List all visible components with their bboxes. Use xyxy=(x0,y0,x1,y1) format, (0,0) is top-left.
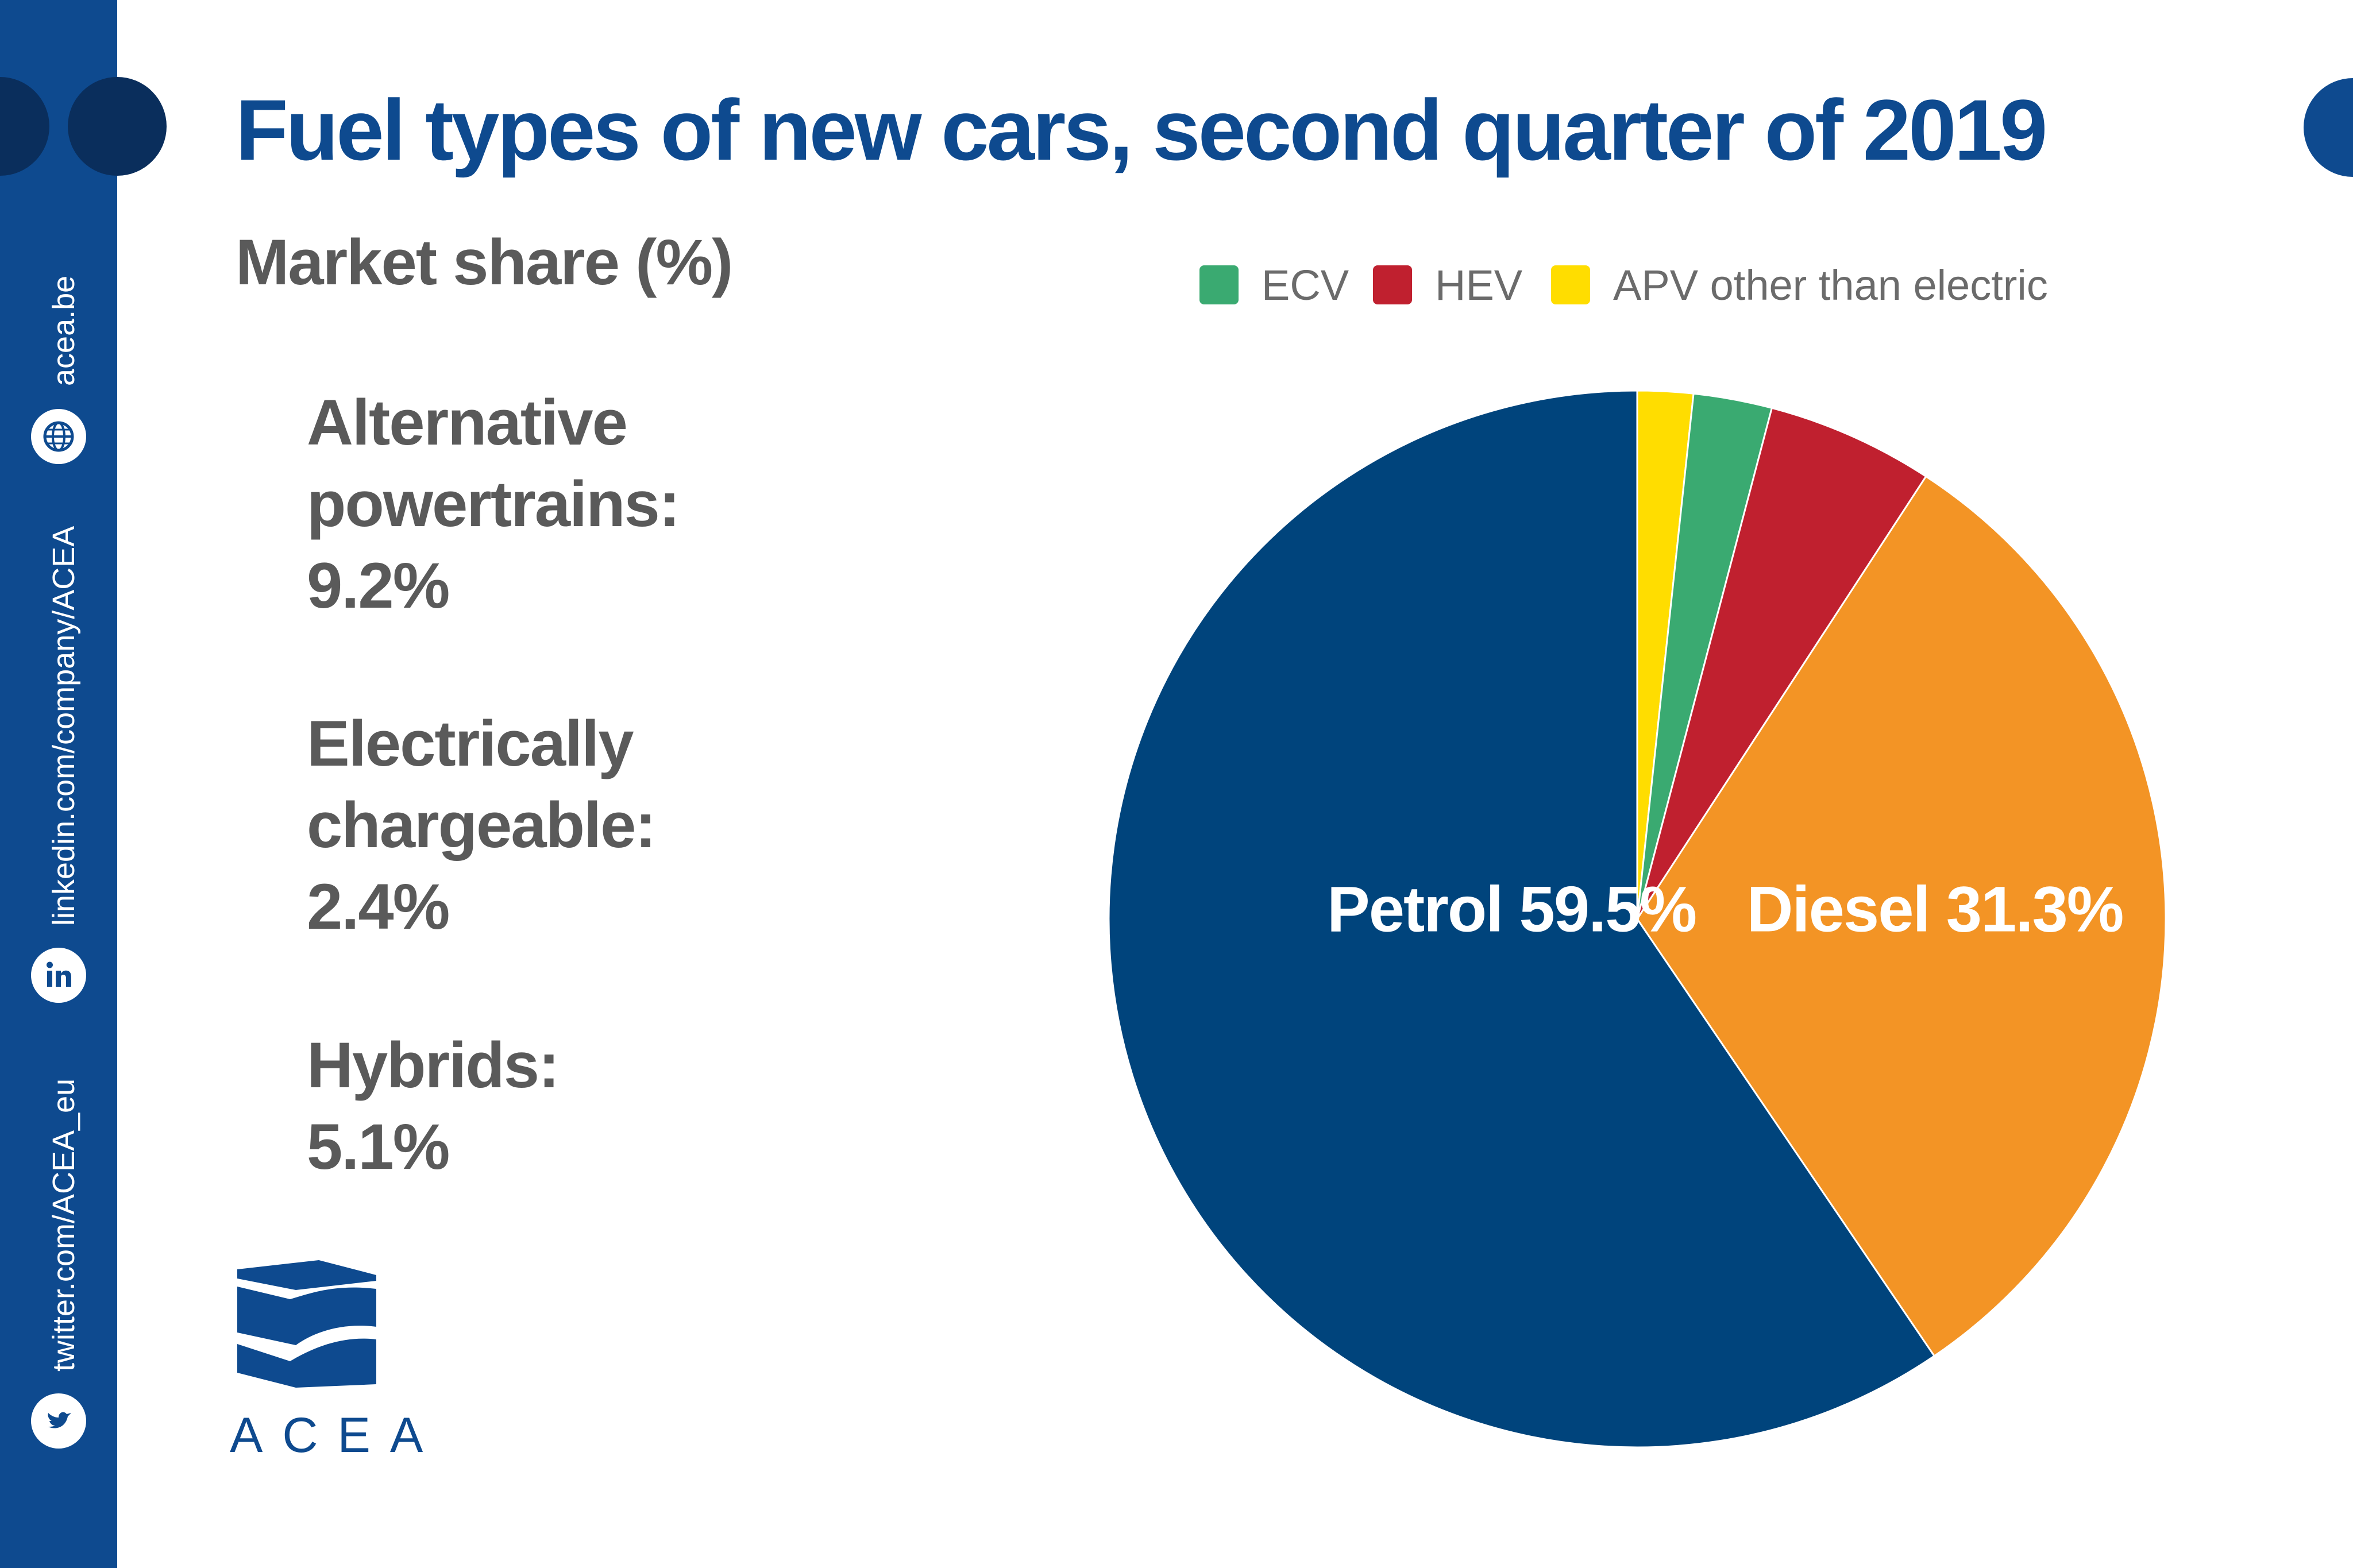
pie-slice-hev xyxy=(1636,407,1927,920)
pie-label-diesel: Diesel 31.3% xyxy=(1747,874,2123,945)
legend-label: ECV xyxy=(1262,261,1349,309)
chart-subtitle: Market share (%) xyxy=(236,226,733,298)
stat-line: 5.1% xyxy=(307,1111,450,1183)
stat-electrically-chargeable: Electrically chargeable: 2.4% xyxy=(307,703,657,948)
decor-circle xyxy=(68,77,167,176)
legend-item-hev: HEV xyxy=(1373,261,1523,309)
page-title: Fuel types of new cars, second quarter o… xyxy=(236,82,2047,178)
acea-logo-icon xyxy=(237,1260,376,1388)
globe-icon[interactable] xyxy=(31,409,86,464)
stat-line: Alternative xyxy=(307,387,628,458)
decor-circle xyxy=(2304,78,2353,177)
acea-brand: ACEA xyxy=(230,1408,443,1463)
pie-slice-petrol xyxy=(1108,389,1936,1449)
pie-slice-diesel xyxy=(1636,475,2167,1357)
stat-line: powertrains: xyxy=(307,468,680,540)
stat-line: Electrically xyxy=(307,708,634,779)
stat-alternative-powertrains: Alternative powertrains: 9.2% xyxy=(307,382,680,627)
legend-swatch xyxy=(1199,265,1239,304)
legend-swatch xyxy=(1373,265,1412,304)
stat-hybrids: Hybrids: 5.1% xyxy=(307,1025,560,1188)
stat-line: 2.4% xyxy=(307,871,450,943)
stat-line: 9.2% xyxy=(307,550,450,621)
twitter-icon[interactable] xyxy=(31,1393,86,1449)
legend-item-ecv: ECV xyxy=(1199,261,1349,309)
legend-label: HEV xyxy=(1435,261,1523,309)
sidebar: acea.be linkedin.com/company/ACEA twitte… xyxy=(0,0,117,1568)
decor-circle xyxy=(0,77,49,176)
pie-label-petrol: Petrol 59.5% xyxy=(1327,874,1696,945)
linkedin-icon[interactable] xyxy=(31,948,86,1003)
legend-label: APV other than electric xyxy=(1613,261,2048,309)
legend-item-apv: APV other than electric xyxy=(1551,261,2048,309)
pie-chart: Diesel 31.3% Petrol 59.5% xyxy=(1108,389,2167,1449)
stat-line: chargeable: xyxy=(307,789,657,861)
legend-swatch xyxy=(1551,265,1590,304)
stat-line: Hybrids: xyxy=(307,1029,560,1101)
